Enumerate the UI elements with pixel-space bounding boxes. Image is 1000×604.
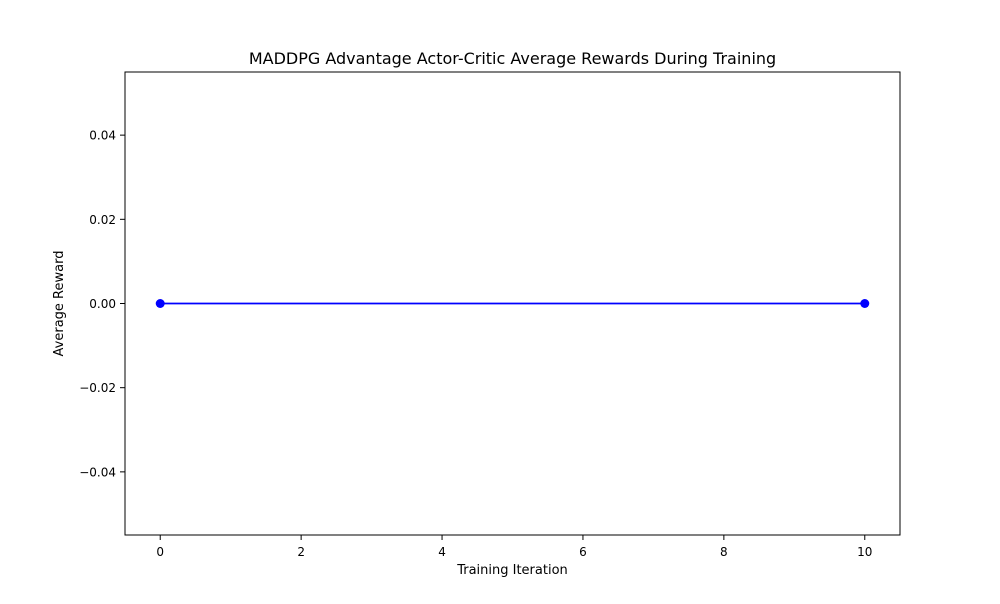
plot-area: 0 2 4 6 8 10 −0.04 −0.02 0.00 0.02 0.04 [79,71,901,559]
y-tick-label: −0.02 [79,381,116,395]
chart-title: MADDPG Advantage Actor-Critic Average Re… [249,49,776,68]
y-axis-label: Average Reward [52,251,67,357]
x-axis-label: Training Iteration [456,563,568,578]
data-point [155,299,165,308]
y-tick-label: 0.04 [89,129,116,143]
x-tick-label: 0 [156,545,164,559]
x-tick-label: 8 [720,545,728,559]
y-tick-label: 0.00 [89,297,116,311]
y-tick-label: −0.04 [79,465,116,479]
x-tick-label: 6 [579,545,587,559]
x-tick-label: 2 [297,545,305,559]
y-tick-label: 0.02 [89,213,116,227]
x-tick-label: 4 [438,545,446,559]
x-tick-label: 10 [857,545,872,559]
data-point [860,299,870,308]
